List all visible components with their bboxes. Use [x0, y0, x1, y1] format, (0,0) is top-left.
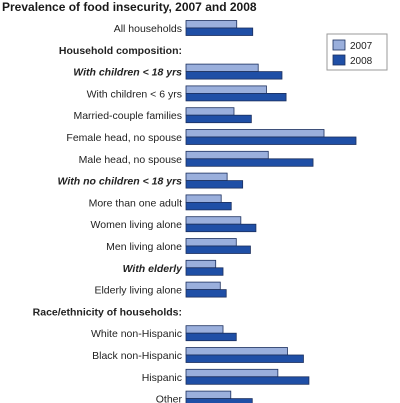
bar-black-non-hispanic-2007	[185, 347, 288, 356]
category-label-white-non-hispanic: White non-Hispanic	[91, 328, 182, 340]
bar-black-non-hispanic-2008	[185, 354, 304, 363]
bar-with-children-18-yrs-2007	[185, 63, 259, 72]
bar-other-2007	[185, 390, 232, 400]
bar-with-elderly-2008	[185, 267, 224, 276]
bar-all-households-2007	[185, 20, 238, 29]
category-label-men-living-alone: Men living alone	[106, 241, 182, 253]
bar-more-than-one-adult-2007	[185, 194, 222, 203]
bar-elderly-living-alone-2008	[185, 289, 227, 298]
bar-all-households-2008	[185, 27, 254, 36]
category-label-married-couple-families: Married-couple families	[73, 110, 182, 122]
category-label-black-non-hispanic: Black non-Hispanic	[92, 350, 182, 362]
bar-with-children-6-yrs-2008	[185, 93, 287, 102]
category-label-more-than-one-adult: More than one adult	[89, 197, 182, 209]
category-label-male-head-no-spouse: Male head, no spouse	[79, 154, 182, 166]
rows-layer: All households Household composition: With…	[33, 20, 357, 403]
bar-married-couple-families-2007	[185, 107, 235, 116]
bar-hispanic-2007	[185, 368, 279, 378]
bar-other-2008	[185, 398, 253, 403]
bar-elderly-living-alone-2007	[185, 281, 221, 291]
category-label-with-children-18-yrs: With children < 18 yrs	[73, 67, 182, 79]
bar-men-living-alone-2007	[185, 238, 237, 247]
bar-with-no-children-18-yrs-2007	[185, 172, 228, 182]
bar-male-head-no-spouse-2008	[185, 158, 314, 167]
category-label-hispanic: Hispanic	[142, 372, 182, 384]
chart-title: Prevalence of food insecurity, 2007 and …	[2, 0, 257, 14]
category-label-with-children-6-yrs: With children < 6 yrs	[87, 88, 182, 100]
category-label-household-composition: Household composition:	[59, 45, 182, 57]
bar-women-living-alone-2008	[185, 223, 257, 233]
bar-more-than-one-adult-2008	[185, 201, 232, 211]
bar-white-non-hispanic-2007	[185, 325, 224, 334]
bar-hispanic-2008	[185, 376, 310, 385]
category-label-elderly-living-alone: Elderly living alone	[94, 285, 182, 297]
legend-swatch-2008	[332, 54, 346, 66]
bar-female-head-no-spouse-2008	[185, 136, 357, 145]
bar-men-living-alone-2008	[185, 245, 251, 254]
category-label-race-ethnicity-of-households: Race/ethnicity of households:	[33, 306, 182, 318]
legend-label-2007: 2007	[350, 41, 373, 52]
bar-with-children-18-yrs-2008	[185, 71, 283, 80]
legend-label-2008: 2008	[350, 56, 373, 67]
bar-with-children-6-yrs-2007	[185, 85, 267, 94]
bar-male-head-no-spouse-2007	[185, 150, 269, 160]
bar-white-non-hispanic-2008	[185, 332, 237, 342]
legend: 2007 2008	[326, 33, 388, 71]
category-label-women-living-alone: Women living alone	[91, 219, 183, 231]
category-label-with-no-children-18-yrs: With no children < 18 yrs	[58, 176, 183, 188]
category-label-other: Other	[156, 394, 183, 403]
bar-women-living-alone-2007	[185, 216, 242, 225]
bar-with-no-children-18-yrs-2008	[185, 180, 244, 189]
bar-married-couple-families-2008	[185, 114, 252, 124]
bar-female-head-no-spouse-2007	[185, 129, 325, 138]
bar-with-elderly-2007	[185, 259, 217, 269]
category-label-female-head-no-spouse: Female head, no spouse	[66, 132, 182, 144]
legend-swatch-2007	[332, 39, 346, 51]
category-label-all-households: All households	[114, 23, 182, 35]
category-label-with-elderly: With elderly	[123, 263, 184, 275]
